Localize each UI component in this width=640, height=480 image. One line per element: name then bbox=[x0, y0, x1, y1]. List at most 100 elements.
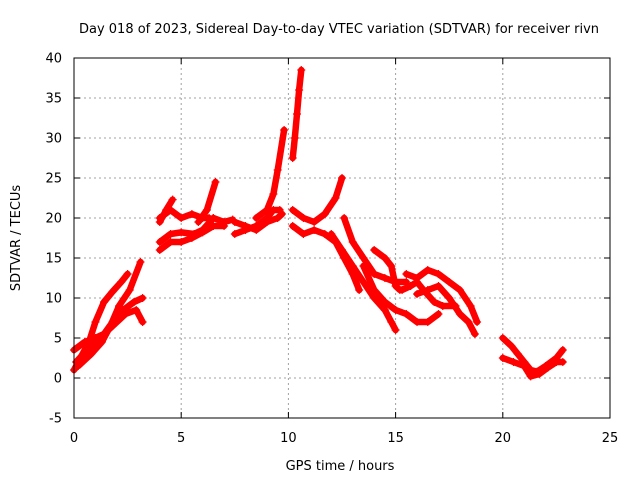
data-point bbox=[520, 362, 529, 370]
data-point bbox=[194, 218, 203, 226]
x-tick-label: 0 bbox=[70, 431, 78, 446]
series-arc-4 bbox=[74, 258, 145, 370]
data-point bbox=[402, 270, 411, 278]
data-point bbox=[121, 310, 130, 318]
data-point bbox=[355, 286, 364, 294]
data-point bbox=[295, 86, 304, 94]
data-point bbox=[82, 346, 91, 354]
plot-frame bbox=[73, 57, 611, 419]
y-tick-label: 20 bbox=[45, 212, 62, 227]
data-point bbox=[430, 298, 439, 306]
y-tick-label: 30 bbox=[45, 132, 62, 147]
data-point bbox=[391, 282, 400, 290]
series-arc-14 bbox=[288, 66, 306, 162]
data-point bbox=[117, 278, 126, 286]
data-point bbox=[370, 294, 379, 302]
data-point bbox=[162, 206, 171, 214]
data-point bbox=[230, 218, 239, 226]
data-point bbox=[177, 214, 186, 222]
data-point bbox=[187, 210, 196, 218]
data-point bbox=[209, 222, 218, 230]
data-point bbox=[526, 372, 535, 381]
x-tick-label: 15 bbox=[387, 431, 404, 446]
data-point bbox=[470, 330, 479, 338]
data-point bbox=[455, 286, 464, 294]
data-point bbox=[297, 66, 306, 74]
data-point bbox=[535, 370, 544, 378]
data-point bbox=[338, 246, 346, 254]
data-point bbox=[387, 318, 396, 326]
data-point bbox=[220, 218, 229, 226]
y-axis-label: SDTVAR / TECUs bbox=[9, 185, 24, 292]
series-trace bbox=[289, 174, 346, 226]
series-arc-24 bbox=[498, 334, 567, 376]
data-point bbox=[288, 222, 297, 230]
data-point bbox=[413, 290, 422, 298]
grid bbox=[74, 58, 610, 418]
data-point bbox=[80, 338, 89, 346]
data-point bbox=[166, 230, 175, 238]
data-point bbox=[380, 254, 389, 262]
data-point bbox=[230, 230, 239, 238]
y-tick-label: 15 bbox=[45, 252, 62, 267]
chart-title: Day 018 of 2023, Sidereal Day-to-day VTE… bbox=[79, 22, 599, 37]
data-point bbox=[310, 226, 319, 234]
data-point bbox=[87, 350, 96, 358]
axis-ticks: 0 5 10 15 20 25 -5 0 5 10 15 20 25 30 35 40 bbox=[45, 52, 618, 447]
y-tick-label: 5 bbox=[54, 332, 62, 347]
data-point bbox=[166, 238, 175, 246]
data-point bbox=[340, 214, 349, 222]
data-point bbox=[138, 294, 147, 302]
series-arc-22 bbox=[402, 266, 482, 326]
data-point bbox=[359, 278, 368, 286]
data-point bbox=[209, 214, 218, 222]
series-trace bbox=[72, 306, 146, 366]
data-point bbox=[445, 294, 454, 302]
data-point bbox=[434, 270, 443, 278]
data-point bbox=[466, 302, 475, 310]
data-point bbox=[423, 318, 432, 326]
data-point bbox=[380, 306, 389, 314]
data-point bbox=[269, 190, 278, 198]
data-point bbox=[262, 206, 271, 214]
series-arc-19 bbox=[359, 262, 443, 326]
data-point bbox=[423, 266, 432, 274]
data-point bbox=[455, 310, 464, 318]
series-arc-13 bbox=[252, 126, 289, 222]
data-point bbox=[91, 318, 100, 326]
data-point bbox=[543, 363, 552, 372]
y-tick-label: 35 bbox=[45, 92, 62, 107]
series-arc-23 bbox=[413, 282, 479, 338]
data-point bbox=[434, 282, 443, 290]
y-tick-label: -5 bbox=[49, 412, 62, 427]
data-point bbox=[292, 110, 301, 118]
y-tick-label: 0 bbox=[54, 372, 62, 387]
data-point bbox=[136, 258, 145, 266]
data-point bbox=[74, 362, 83, 370]
data-point bbox=[498, 334, 507, 342]
data-point bbox=[359, 262, 368, 270]
data-point bbox=[130, 298, 139, 306]
data-point bbox=[370, 270, 379, 278]
data-point bbox=[177, 238, 186, 246]
series-trace bbox=[413, 282, 479, 338]
data-point bbox=[434, 310, 443, 318]
data-point bbox=[413, 318, 422, 326]
data-point bbox=[125, 286, 134, 294]
data-point bbox=[275, 206, 284, 214]
data-point bbox=[241, 226, 250, 234]
data-point bbox=[398, 286, 407, 294]
data-point bbox=[558, 358, 567, 366]
data-point bbox=[177, 228, 186, 237]
data-point bbox=[359, 254, 368, 262]
data-point bbox=[507, 342, 516, 350]
data-point bbox=[509, 358, 518, 366]
data-point bbox=[155, 218, 164, 226]
x-tick-label: 20 bbox=[495, 431, 512, 446]
data-point bbox=[299, 214, 308, 222]
data-series bbox=[70, 66, 567, 381]
data-point bbox=[513, 350, 522, 358]
data-point bbox=[348, 238, 357, 246]
data-point bbox=[108, 287, 117, 296]
data-point bbox=[123, 270, 132, 278]
